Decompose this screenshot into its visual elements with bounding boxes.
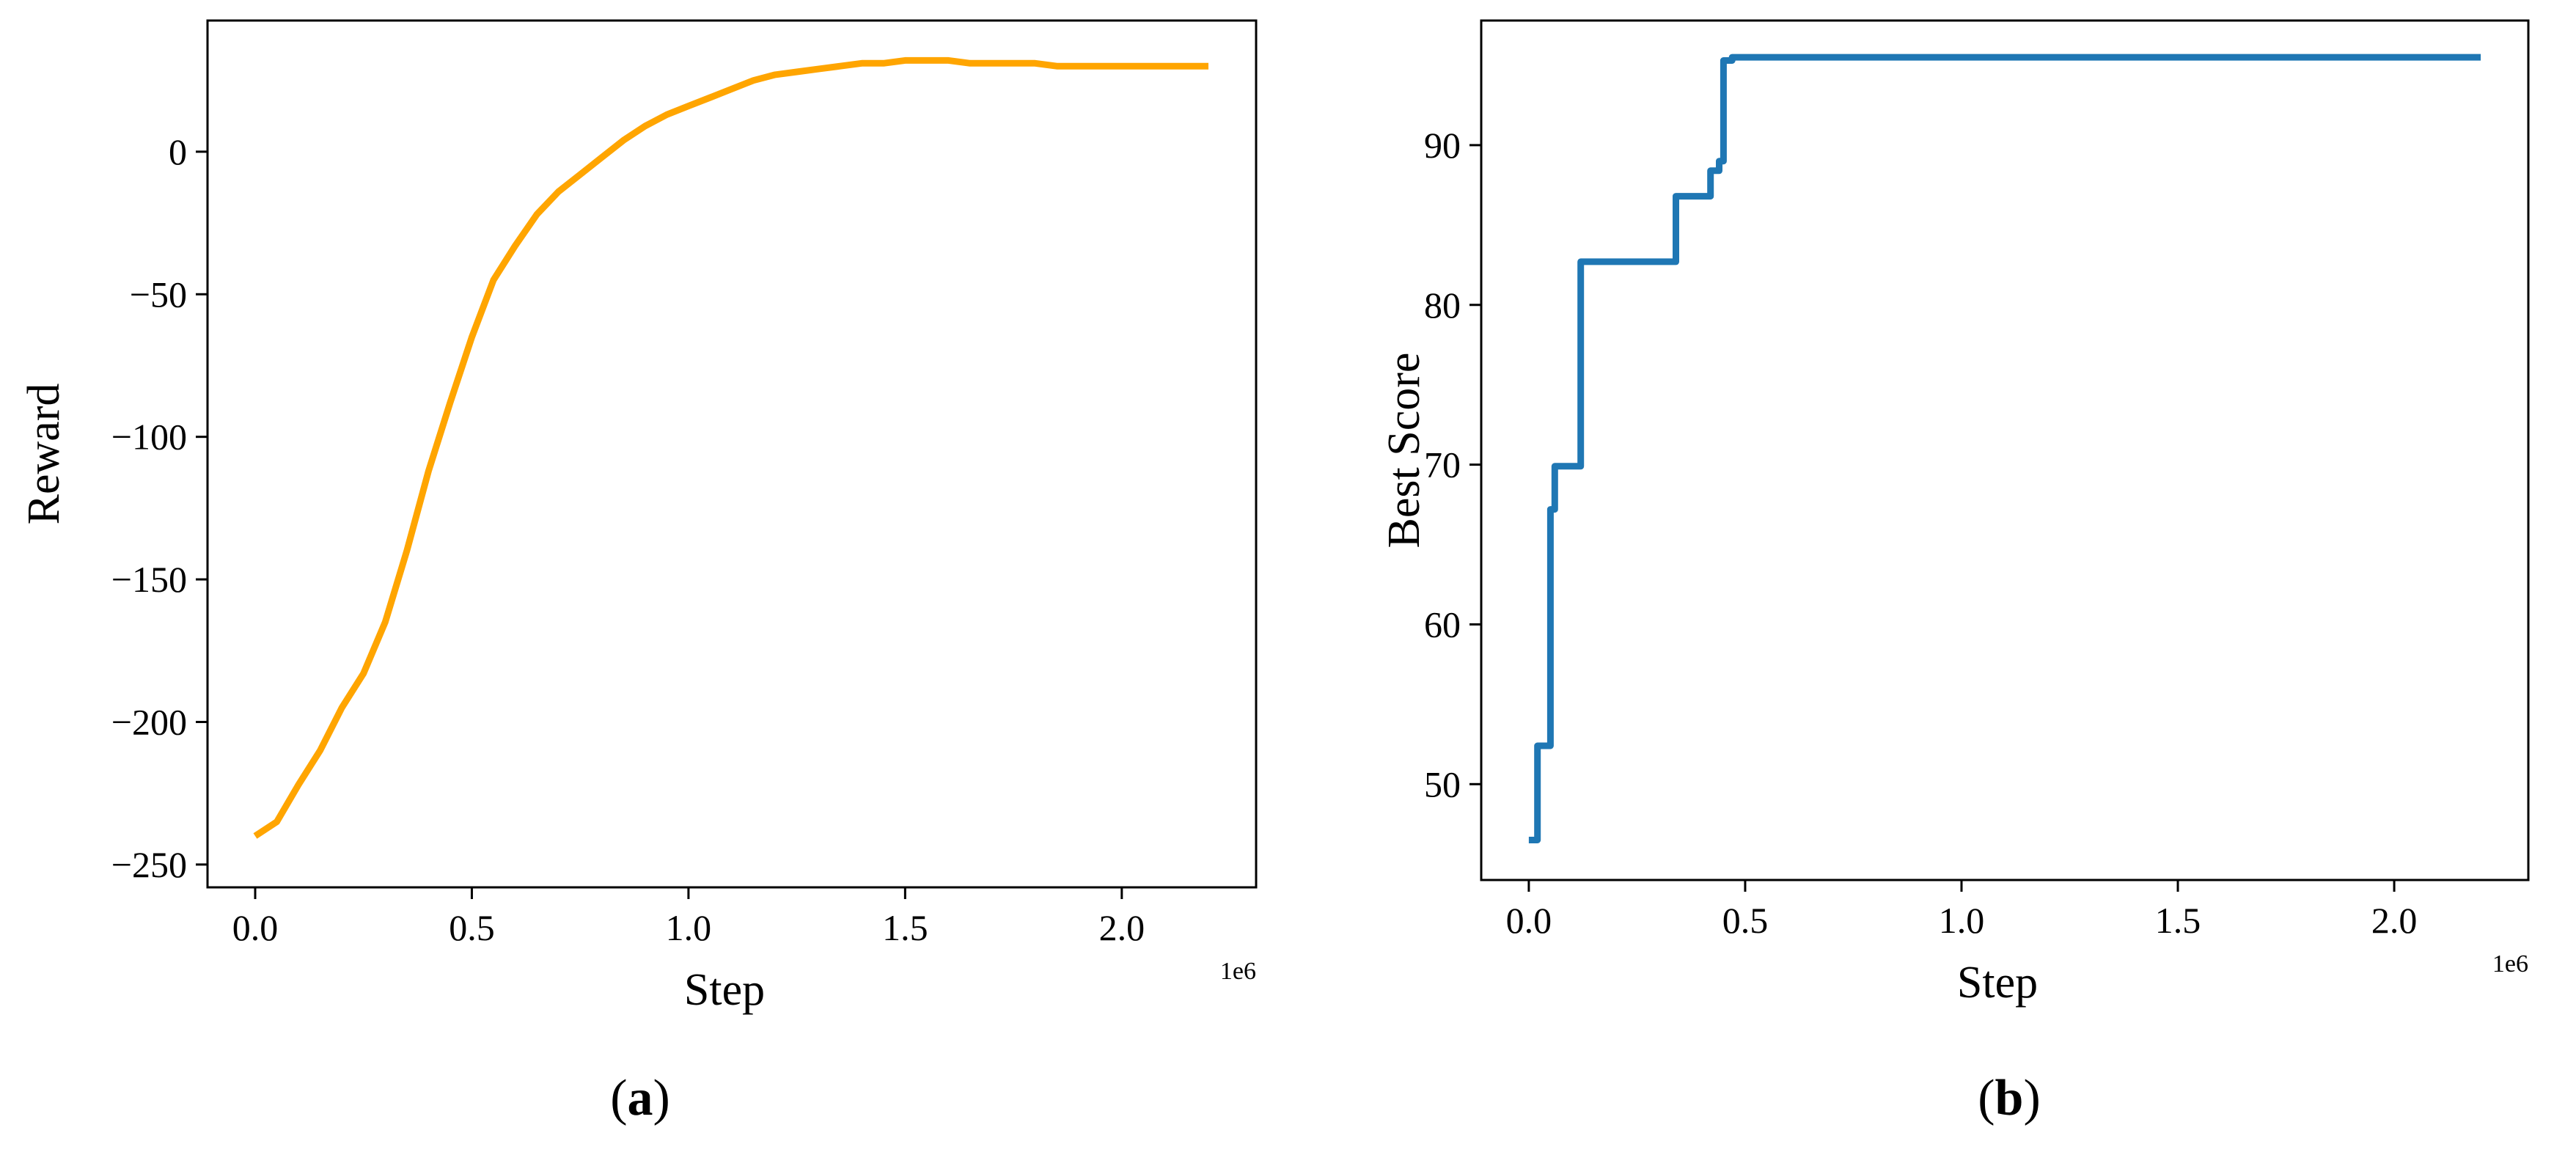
panel-a-plot-frame [206,19,1258,889]
panel-a-label: (a) [610,1070,670,1126]
panel-b-plot-frame [1480,19,2530,881]
panel-a-x-tick-label: 0.0 [232,907,279,948]
panel-b-x-tick-label: 1.5 [2155,900,2201,941]
panel-b-x-offset-label: 1e6 [2492,950,2528,978]
panel-b-x-tick-label: 1.0 [1939,900,1985,941]
panel-a: 0.0 0.5 1.0 1.5 2.0 −250 −200 −150 −100 −50 0 Step R… [19,19,1258,1126]
panel-a-y-tick-label: −50 [130,274,187,315]
panel-b-x-tick-label: 2.0 [2371,900,2418,941]
panel-a-y-tick-label: −150 [111,559,187,600]
panel-a-y-tick-label: −200 [111,701,187,742]
panel-b: 0.0 0.5 1.0 1.5 2.0 50 60 70 80 90 Step Best Score 1… [1379,19,2530,1126]
panel-a-y-tick-label: 0 [169,131,187,172]
panel-a-x-offset-label: 1e6 [1220,958,1256,985]
panel-b-y-tick-label: 80 [1424,285,1461,326]
panel-b-y-tick-label: 70 [1424,444,1461,485]
panel-b-series-line-0 [1528,54,2481,843]
panel-b-x-tick-label: 0.5 [1722,900,1769,941]
panel-a-series-line-0 [253,56,1208,839]
panel-a-x-tick-label: 1.0 [666,907,712,948]
panel-a-x-tick-label: 0.5 [449,907,495,948]
panel-a-x-axis-title: Step [684,965,765,1015]
panel-b-y-axis-title: Best Score [1379,353,1429,549]
panel-b-label: (b) [1978,1070,2041,1126]
panel-a-x-tick-label: 1.5 [882,907,928,948]
panel-b-y-tick-label: 50 [1424,763,1461,804]
panel-b-y-tick-label: 60 [1424,604,1461,645]
panel-a-y-axis-title: Reward [19,384,69,525]
panel-b-x-axis-title: Step [1957,958,2038,1008]
panel-a-y-tick-label: −100 [111,417,187,458]
panel-b-x-tick-label: 0.0 [1506,900,1552,941]
panel-b-y-tick-label: 90 [1424,125,1461,166]
panel-a-x-tick-label: 2.0 [1099,907,1145,948]
panel-a-y-tick-label: −250 [111,844,187,885]
